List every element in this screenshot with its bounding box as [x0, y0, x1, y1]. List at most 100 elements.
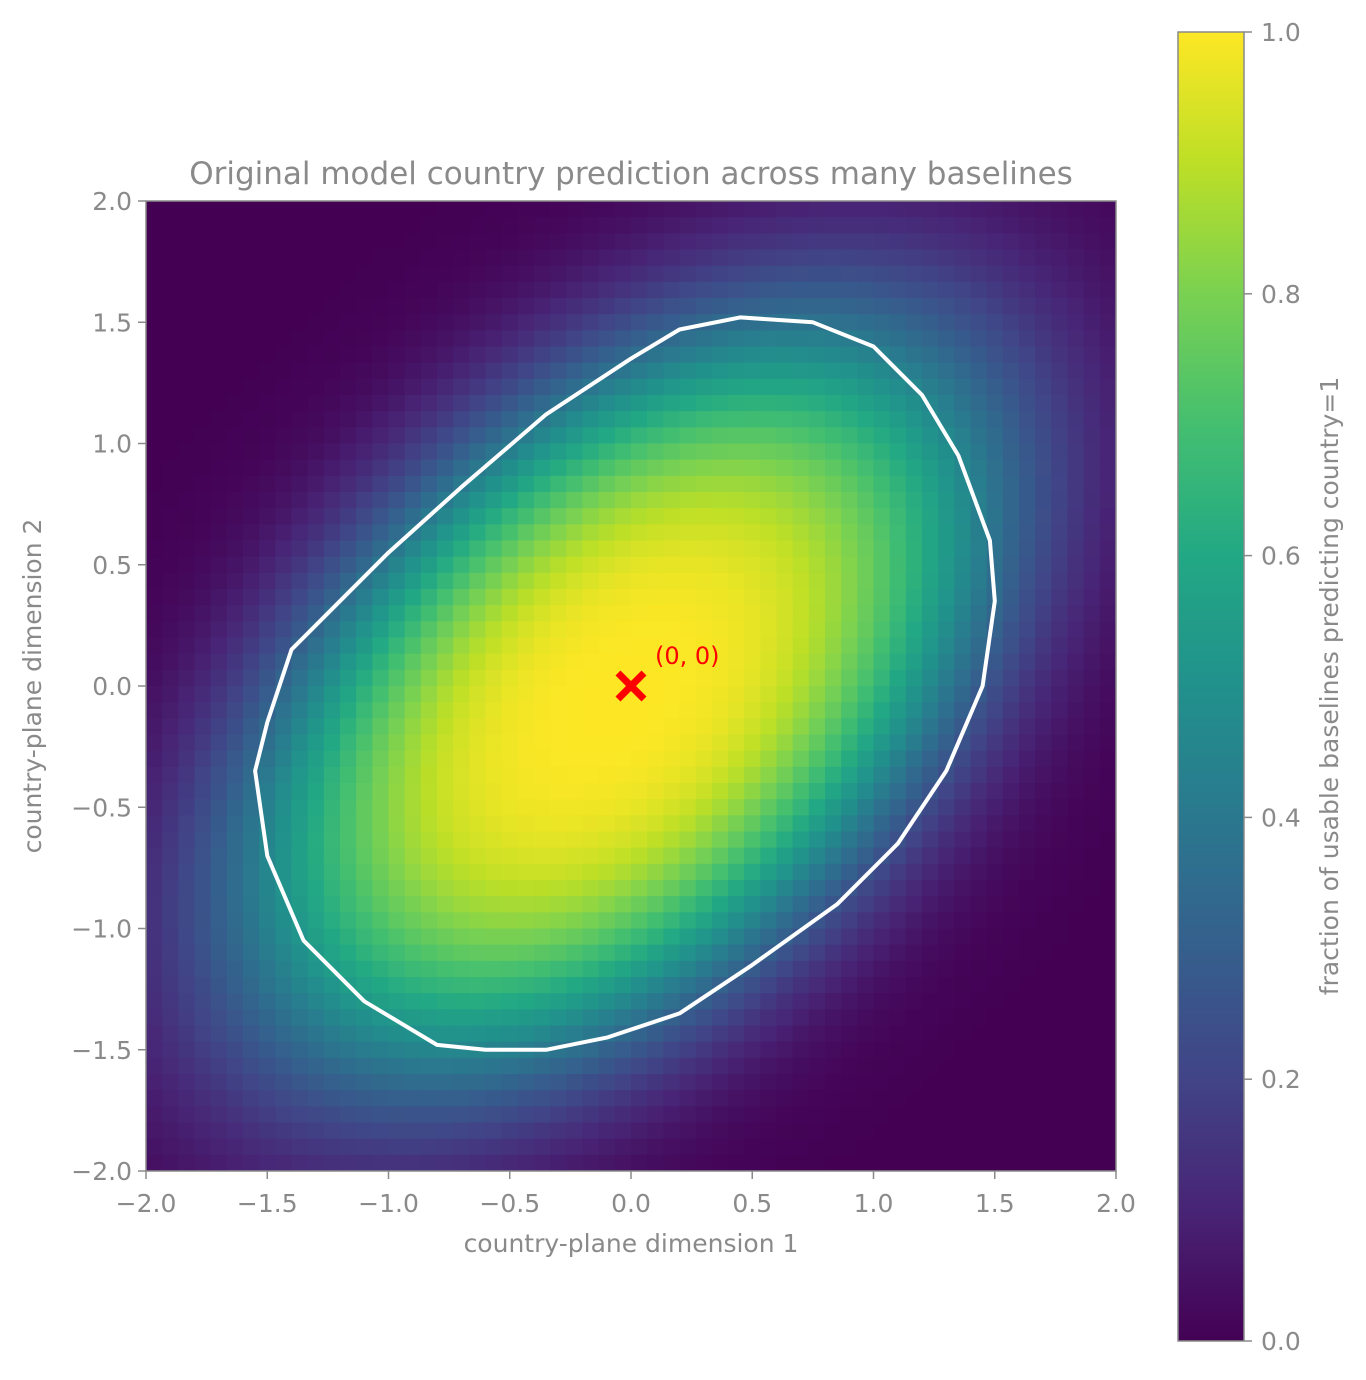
- heatmap-cell: [550, 750, 567, 768]
- heatmap-cell: [825, 1122, 842, 1140]
- heatmap-cell: [323, 459, 341, 477]
- heatmap-cell: [857, 492, 875, 509]
- heatmap-cell: [1083, 330, 1101, 348]
- heatmap-cell: [1067, 783, 1085, 800]
- heatmap-cell: [259, 977, 276, 994]
- heatmap-cell: [356, 1009, 373, 1027]
- heatmap-cell: [598, 1090, 616, 1107]
- heatmap-cell: [1035, 249, 1052, 267]
- heatmap-cell: [744, 653, 761, 671]
- heatmap-cell: [647, 475, 664, 493]
- heatmap-cell: [922, 1090, 939, 1107]
- heatmap-cell: [210, 1106, 228, 1124]
- heatmap-cell: [679, 330, 697, 348]
- heatmap-cell: [356, 734, 373, 752]
- heatmap-cell: [517, 411, 535, 428]
- heatmap-cell: [437, 637, 454, 655]
- heatmap-cell: [275, 1106, 293, 1124]
- heatmap-cell: [356, 314, 373, 331]
- heatmap-cell: [469, 766, 487, 784]
- heatmap-cell: [453, 1122, 470, 1140]
- heatmap-cell: [291, 330, 309, 348]
- heatmap-cell: [501, 847, 519, 865]
- heatmap-cell: [1002, 217, 1020, 234]
- heatmap-cell: [1099, 201, 1116, 218]
- heatmap-cell: [420, 1138, 438, 1156]
- heatmap-cell: [1099, 540, 1116, 558]
- heatmap-cell: [841, 217, 858, 234]
- heatmap-cell: [243, 944, 260, 962]
- heatmap-cell: [323, 443, 341, 461]
- heatmap-cell: [841, 572, 858, 590]
- heatmap-cell: [501, 977, 519, 994]
- heatmap-cell: [776, 395, 794, 412]
- heatmap-cell: [162, 346, 179, 364]
- y-tick-label: −1.0: [71, 915, 132, 944]
- heatmap-cell: [1067, 362, 1085, 380]
- heatmap-cell: [776, 718, 794, 736]
- heatmap-cell: [275, 556, 293, 574]
- heatmap-cell: [566, 314, 584, 331]
- heatmap-cell: [663, 653, 681, 671]
- heatmap-cell: [420, 863, 438, 881]
- heatmap-cell: [1083, 880, 1101, 897]
- heatmap-cell: [631, 831, 648, 849]
- heatmap-cell: [469, 621, 487, 639]
- heatmap-cell: [550, 362, 567, 380]
- heatmap-cell: [404, 960, 422, 978]
- heatmap-cell: [679, 378, 697, 396]
- colorbar-tick-label: 0.4: [1261, 803, 1301, 832]
- heatmap-cell: [550, 1074, 567, 1091]
- heatmap-cell: [663, 1041, 681, 1059]
- heatmap-cell: [178, 1025, 196, 1043]
- heatmap-cell: [550, 1025, 567, 1043]
- heatmap-cell: [307, 863, 325, 881]
- heatmap-cell: [905, 249, 923, 267]
- heatmap-cell: [1019, 589, 1036, 606]
- heatmap-cell: [1002, 1057, 1020, 1075]
- heatmap-cell: [404, 734, 422, 752]
- heatmap-cell: [663, 783, 681, 800]
- heatmap-cell: [501, 912, 519, 930]
- heatmap-cell: [210, 993, 228, 1010]
- heatmap-cell: [420, 362, 438, 380]
- heatmap-cell: [1035, 605, 1052, 622]
- heatmap-cell: [841, 734, 858, 752]
- heatmap-cell: [922, 265, 939, 283]
- heatmap-cell: [356, 912, 373, 930]
- heatmap-cell: [1002, 362, 1020, 380]
- heatmap-cell: [259, 1090, 276, 1107]
- heatmap-cell: [841, 912, 858, 930]
- heatmap-cell: [146, 378, 163, 396]
- heatmap-cell: [792, 508, 810, 525]
- heatmap-cell: [760, 443, 778, 461]
- heatmap-cell: [307, 459, 325, 477]
- heatmap-cell: [259, 443, 276, 461]
- heatmap-cell: [453, 265, 470, 283]
- heatmap-cell: [614, 508, 632, 525]
- heatmap-cell: [566, 799, 584, 816]
- heatmap-cell: [372, 912, 390, 930]
- heatmap-cell: [162, 799, 179, 816]
- heatmap-cell: [760, 1074, 778, 1091]
- heatmap-cell: [453, 718, 470, 736]
- heatmap-cell: [534, 249, 551, 267]
- heatmap-cell: [259, 1122, 276, 1140]
- heatmap-cell: [938, 718, 955, 736]
- heatmap-cell: [663, 831, 681, 849]
- heatmap-cell: [501, 993, 519, 1010]
- heatmap-cell: [647, 847, 664, 865]
- heatmap-cell: [178, 201, 196, 218]
- heatmap-cell: [582, 880, 600, 897]
- heatmap-cell: [340, 993, 357, 1010]
- heatmap-cell: [162, 508, 179, 525]
- heatmap-cell: [550, 831, 567, 849]
- heatmap-cell: [970, 411, 988, 428]
- heatmap-cell: [340, 783, 357, 800]
- heatmap-cell: [889, 669, 907, 687]
- heatmap-cell: [259, 508, 276, 525]
- heatmap-cell: [453, 621, 470, 639]
- heatmap-cell: [275, 1041, 293, 1059]
- heatmap-cell: [598, 330, 616, 348]
- heatmap-cell: [485, 395, 503, 412]
